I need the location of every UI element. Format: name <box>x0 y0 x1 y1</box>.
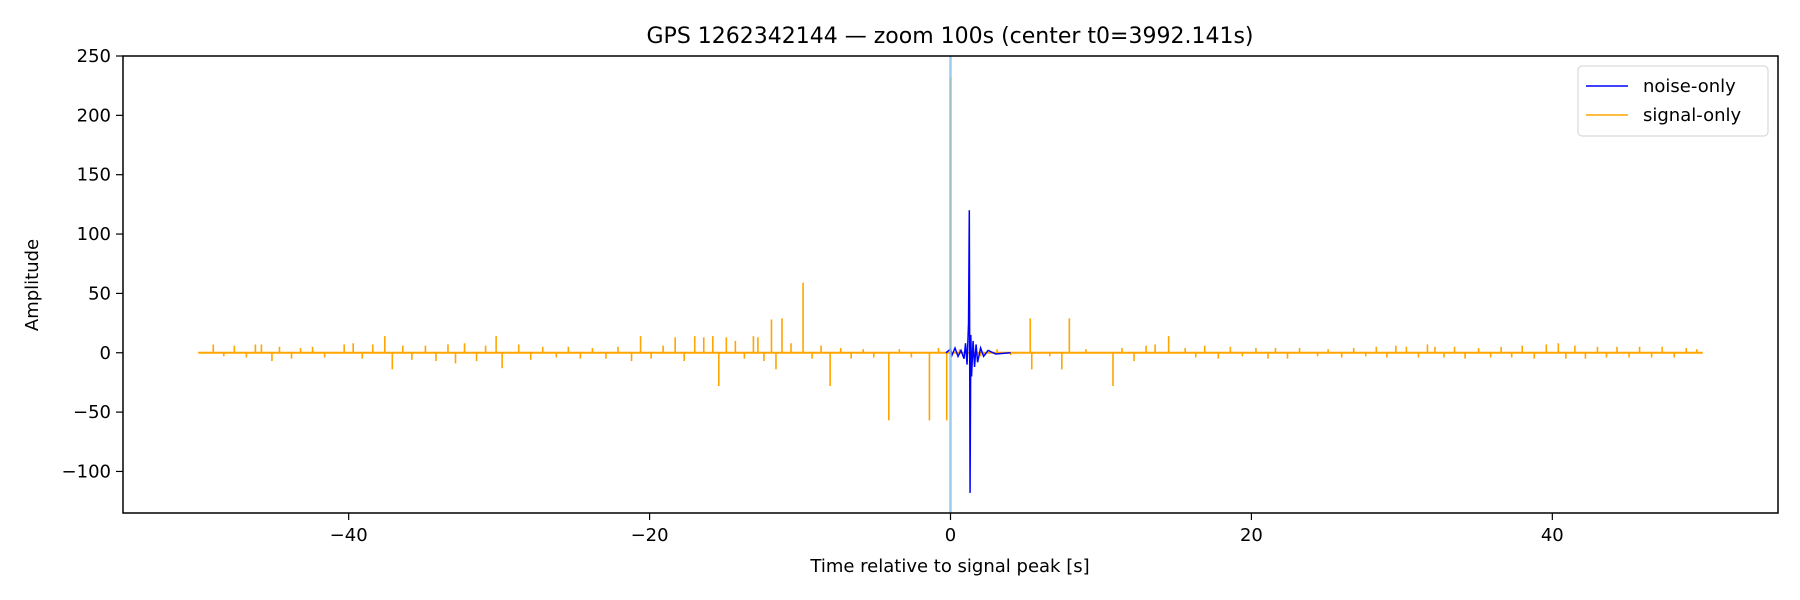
plot-area <box>198 56 1703 513</box>
x-tick-label: −20 <box>631 525 669 546</box>
series-noise-only <box>945 210 1011 493</box>
y-tick-label: 50 <box>88 283 111 304</box>
x-axis: −40 −20 0 20 40 <box>330 513 1564 546</box>
legend: noise-only signal-only <box>1577 65 1769 137</box>
y-tick-label: 200 <box>77 105 111 126</box>
x-tick-label: 20 <box>1240 525 1263 546</box>
legend-entry-label: signal-only <box>1643 105 1741 126</box>
legend-entry-label: noise-only <box>1643 76 1736 97</box>
y-tick-label: −50 <box>73 402 111 423</box>
x-tick-label: 40 <box>1541 525 1564 546</box>
chart-title: GPS 1262342144 — zoom 100s (center t0=39… <box>647 24 1254 49</box>
noise-line <box>945 210 1011 493</box>
x-tick-label: −40 <box>330 525 368 546</box>
x-tick-label: 0 <box>945 525 956 546</box>
legend-box <box>1577 65 1769 137</box>
y-tick-label: 0 <box>100 343 111 364</box>
y-axis: −100 −50 0 50 100 150 200 250 <box>62 46 123 482</box>
y-tick-label: 100 <box>77 224 111 245</box>
y-axis-label: Amplitude <box>22 239 43 331</box>
y-tick-label: 150 <box>77 165 111 186</box>
y-tick-label: −100 <box>62 461 111 482</box>
y-tick-label: 250 <box>77 46 111 67</box>
x-axis-label: Time relative to signal peak [s] <box>809 556 1089 577</box>
